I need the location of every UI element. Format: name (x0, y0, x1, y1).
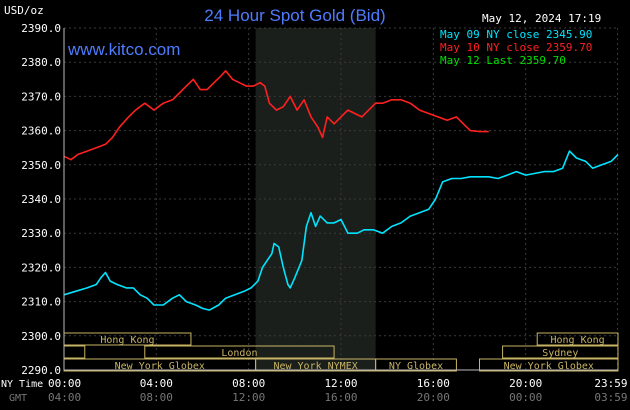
x-tick-label-gmt: 16:00 (324, 391, 357, 404)
y-axis-label: USD/oz (4, 4, 44, 17)
x-row-ny-label: NY Time (1, 379, 43, 390)
x-tick-label-ny: 12:00 (324, 377, 357, 390)
session-label: New York Globex (115, 361, 205, 372)
session-band (375, 358, 457, 372)
y-tick-label: 2380.0 (21, 56, 61, 69)
x-tick-label-ny: 23:59 (594, 377, 627, 390)
x-tick-label-gmt: 20:00 (417, 391, 450, 404)
x-tick-label-gmt: 03:59 (594, 391, 627, 404)
y-tick-label: 2340.0 (21, 193, 61, 206)
session-label: New York Globex (504, 361, 594, 372)
legend: May 09 NY close 2345.90 May 10 NY close … (440, 28, 592, 67)
y-tick-label: 2290.0 (21, 364, 61, 377)
x-tick-label-gmt: 04:00 (48, 391, 81, 404)
session-band (502, 345, 619, 359)
legend-entry-may09: May 09 NY close 2345.90 (440, 28, 592, 41)
session-label: New York NYMEX (273, 361, 357, 372)
x-tick-label-ny: 08:00 (232, 377, 265, 390)
legend-entry-may12: May 12 Last 2359.70 (440, 54, 566, 67)
chart-title: 24 Hour Spot Gold (Bid) (204, 6, 385, 25)
legend-entry-may10: May 10 NY close 2359.70 (440, 41, 592, 54)
x-tick-label-ny: 04:00 (140, 377, 173, 390)
y-tick-label: 2310.0 (21, 296, 61, 309)
session-label: London (221, 348, 257, 359)
market-sessions: Hong Kong Hong Kong London Sydney New York G… (63, 332, 619, 372)
kitco-watermark: www.kitco.com (67, 40, 180, 59)
y-tick-label: 2390.0 (21, 22, 61, 35)
x-row-gmt-label: GMT (9, 393, 27, 404)
x-tick-label-gmt: 08:00 (140, 391, 173, 404)
chart-axes: 2390.0 2380.0 2370.0 2360.0 2350.0 2340.0 2330… (21, 22, 627, 404)
y-tick-label: 2300.0 (21, 330, 61, 343)
session-label: Hong Kong (551, 335, 605, 346)
x-tick-label-gmt: 00:00 (509, 391, 542, 404)
chart-grid (63, 27, 619, 371)
x-tick-label-ny: 00:00 (48, 377, 81, 390)
session-band (144, 345, 335, 359)
x-tick-label-ny: 20:00 (509, 377, 542, 390)
y-tick-label: 2350.0 (21, 159, 61, 172)
y-tick-label: 2370.0 (21, 90, 61, 103)
y-tick-label: 2330.0 (21, 227, 61, 240)
x-tick-label-gmt: 12:00 (232, 391, 265, 404)
session-label: Sydney (542, 348, 578, 359)
session-band (479, 358, 619, 372)
y-tick-label: 2360.0 (21, 125, 61, 138)
chart-series (63, 70, 619, 311)
x-tick-label-ny: 16:00 (417, 377, 450, 390)
session-label: Hong Kong (100, 335, 154, 346)
timestamp: May 12, 2024 17:19 (482, 12, 601, 25)
session-band (536, 332, 619, 346)
series-line-may10 (63, 70, 489, 161)
y-tick-label: 2320.0 (21, 261, 61, 274)
series-line-may09 (63, 150, 619, 311)
session-label: NY Globex (389, 361, 443, 372)
